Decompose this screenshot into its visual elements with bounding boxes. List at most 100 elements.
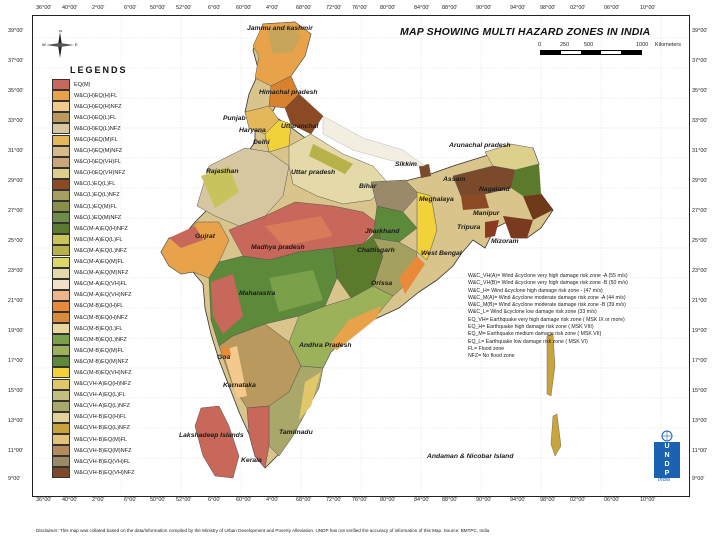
label-mizoram: Mizoram — [491, 238, 519, 245]
longitude-tick: 4°00' — [266, 497, 279, 503]
legend-item: W&C(M-A)EQ(M)NFZ — [52, 267, 135, 279]
legend-label: W&C(VH-B)EQ(VH)FL — [74, 458, 131, 465]
zone-goa — [221, 346, 231, 358]
zone-andaman — [546, 333, 556, 397]
undp-letter-d: D — [654, 460, 680, 469]
legend-item: W&C(M-A)EQ(VH)FL — [52, 278, 135, 290]
legend-swatch — [52, 312, 70, 324]
latitude-tick: 35°00' — [692, 88, 708, 94]
longitude-tick: 6°00' — [124, 5, 137, 11]
compass-n: N — [59, 30, 62, 33]
legend-item: W&C(H)EQ(L)FL — [52, 112, 135, 124]
latitude-tick: 15°00' — [8, 388, 24, 394]
hazard-note: W&C_L= Wind &cyclone low damage risk zon… — [468, 309, 597, 316]
map-title: MAP SHOWING MULTI HAZARD ZONES IN INDIA — [400, 26, 651, 38]
legend-item: W&C(H)EQ(H)NFZ — [52, 101, 135, 113]
longitude-tick: 88°00' — [442, 5, 458, 11]
legend-label: W&C(M-A)EQ(H)NFZ — [74, 225, 128, 232]
label-uttar-pradesh: Uttar pradesh — [291, 169, 336, 176]
legend-label: W&C(M-B)EQ(H)NFZ — [74, 314, 128, 321]
legend-item: W&C(L)EQ(L)NFZ — [52, 189, 135, 201]
legend-label: W&C(VH-A)EQ(L)NFZ — [74, 403, 130, 410]
legend-item: W&C(VH-B)EQ(VH)FL — [52, 456, 135, 468]
zone-bihar — [370, 179, 420, 213]
latitude-tick: 37°00' — [692, 58, 708, 64]
legend-item: W&C(M-B)EQ(H)FL — [52, 300, 135, 312]
legend-item: W&C(M-A)EQ(VH)NFZ — [52, 289, 135, 301]
label-bihar: Bihar — [359, 183, 377, 190]
zone-maharastra-west — [211, 274, 243, 334]
hazard-note: W&C_VH(A)= Wind &cyclone very high damag… — [468, 273, 628, 279]
legend-swatch — [52, 101, 70, 113]
label-kerala: Kerala — [241, 457, 262, 464]
undp-india-label: India — [658, 477, 670, 483]
hazard-note: W&C_H= Wind &cyclone high damage risk zo… — [468, 287, 603, 294]
legend-swatch — [52, 201, 70, 213]
map-frame: Jammu and kashmir Himachal pradesh Punja… — [32, 15, 690, 497]
latitude-tick: 23°00' — [8, 268, 24, 274]
label-assam: Assam — [443, 176, 466, 183]
latitude-tick: 11°00' — [8, 448, 24, 454]
label-meghalaya: Meghalaya — [419, 196, 454, 203]
label-tripura: Tripura — [457, 224, 481, 231]
latitude-tick: 25°00' — [692, 238, 708, 244]
scale-bar: 0 250 500 1000 Kilometers — [538, 40, 681, 62]
legend-swatch — [52, 323, 70, 335]
label-madhya-pradesh: Madhya pradesh — [251, 244, 305, 251]
longitude-tick: 50°00' — [150, 5, 166, 11]
legend-item: EQ(M) — [52, 79, 135, 91]
latitude-tick: 31°00' — [692, 148, 708, 154]
zone-jharkhand — [372, 205, 418, 243]
legend-item: W&C(H)EQ(M)NFZ — [52, 145, 135, 157]
legend-label: W&C(VH-B)EQ(M)NFZ — [74, 447, 132, 454]
legend-item: W&C(VH-A)EQ(H)NFZ — [52, 378, 135, 390]
legend-swatch — [52, 445, 70, 457]
legend-label: W&C(M-B)EQ(VH)NFZ — [74, 369, 132, 376]
legend-swatch — [52, 367, 70, 379]
legend-label: W&C(VH-A)EQ(L)FL — [74, 392, 126, 399]
legend-label: W&C(M-B)EQ(L)FL — [74, 325, 123, 332]
zone-west-bengal — [416, 191, 438, 261]
longitude-tick: 06°00' — [604, 5, 620, 11]
india-map — [33, 16, 689, 496]
compass-rose-icon: N W E — [42, 30, 78, 58]
zone-manipur — [523, 194, 553, 220]
un-emblem-icon — [661, 430, 673, 442]
scale-label-unit: Kilometers — [655, 42, 681, 48]
longitude-tick: 02°00' — [570, 497, 586, 503]
disclaimer: Disclaimer: This map was collated based … — [36, 528, 490, 533]
legend-item: W&C(H)EQ(L)NFZ — [52, 123, 135, 135]
zone-kutch — [169, 226, 203, 248]
legend-swatch — [52, 156, 70, 168]
legend-label: W&C(VH-B)EQ(VH)NFZ — [74, 469, 135, 476]
hazard-note: W&C_M(A)= Wind &cyclone moderate damage … — [468, 294, 626, 301]
legend-swatch — [52, 79, 70, 91]
legend-swatch — [52, 467, 70, 479]
label-chattisgarh: Chattisgarh — [357, 247, 395, 254]
hazard-note: NFZ= No flood zone — [468, 353, 515, 360]
undp-letter-p: P — [654, 469, 680, 478]
label-lakshadeep-islands: Lakshadeep Islands — [179, 432, 244, 439]
longitude-tick: 98°00' — [540, 5, 556, 11]
longitude-tick: 76°00' — [352, 5, 368, 11]
legend-item: W&C(M-A)EQ(M)FL — [52, 256, 135, 268]
latitude-tick: 13°00' — [8, 418, 24, 424]
scale-label-0: 0 — [538, 42, 542, 48]
longitude-tick: 52°00' — [176, 497, 192, 503]
latitude-tick: 9°00' — [8, 476, 21, 482]
longitude-tick: 84°00' — [414, 497, 430, 503]
legend-item: W&C(M-B)EQ(VH)NFZ — [52, 367, 135, 379]
longitude-tick: 94°00' — [510, 497, 526, 503]
legend-item: W&C(H)EQ(H)FL — [52, 90, 135, 102]
latitude-tick: 9°00' — [692, 476, 705, 482]
label-himachal-pradesh: Himachal pradesh — [259, 89, 318, 96]
longitude-tick: 80°00' — [380, 5, 396, 11]
legend-swatch — [52, 400, 70, 412]
legend-swatch — [52, 256, 70, 268]
label-maharastra: Maharastra — [239, 290, 276, 297]
longitude-tick: 84°00' — [414, 5, 430, 11]
legend-swatch — [52, 234, 70, 246]
longitude-tick: 88°00' — [442, 497, 458, 503]
legend-swatch — [52, 434, 70, 446]
legend-swatch — [52, 456, 70, 468]
